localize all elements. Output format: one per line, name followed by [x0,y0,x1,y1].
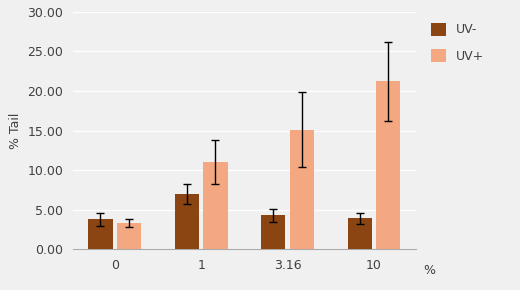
Bar [203,162,228,249]
Bar [117,223,141,249]
Legend: UV-, UV+: UV-, UV+ [426,18,489,68]
Bar [376,81,400,249]
Bar [348,218,372,249]
X-axis label: %: % [424,264,436,277]
Bar [290,130,314,249]
Bar [88,219,113,249]
Bar [261,215,285,249]
Y-axis label: % Tail: % Tail [9,112,22,149]
Bar [175,194,199,249]
